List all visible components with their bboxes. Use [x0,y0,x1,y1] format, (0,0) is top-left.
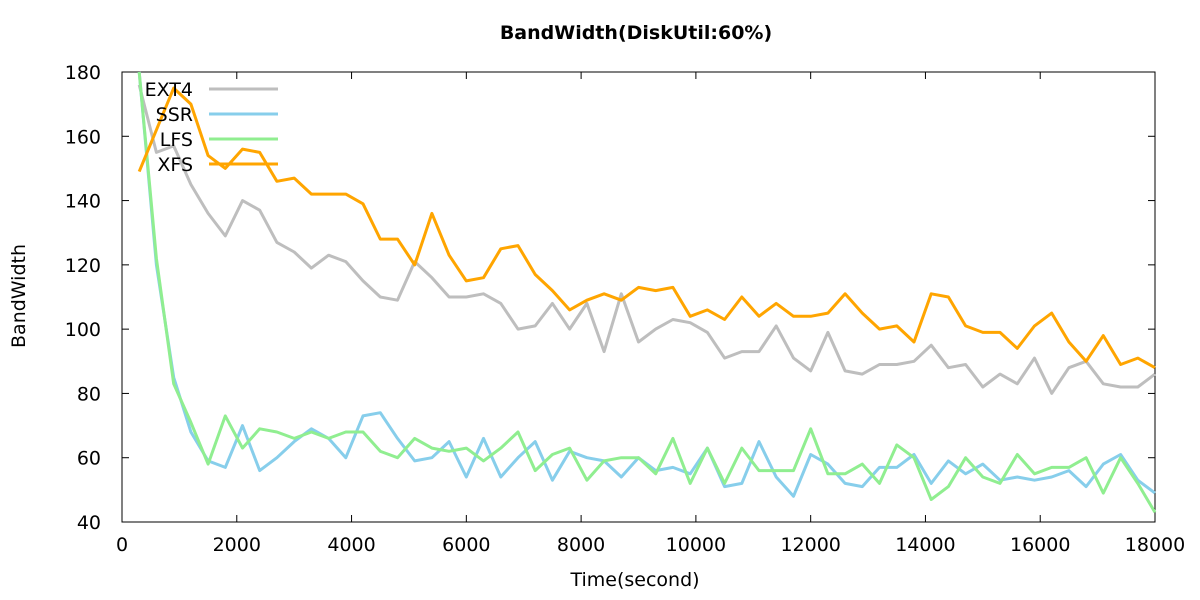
y-tick-label: 160 [65,126,101,148]
legend-label-ext4: EXT4 [145,79,193,101]
y-axis-title: BandWidth [8,244,30,348]
y-tick-label: 120 [65,255,101,277]
y-tick-label: 140 [65,191,101,213]
y-axis: 40 60 80 100 120 140 160 180 [65,62,1155,534]
y-tick-label: 180 [65,62,101,84]
y-tick-label: 80 [77,383,101,405]
x-tick-label: 6000 [442,534,490,556]
x-tick-label: 8000 [557,534,605,556]
series-line-xfs [137,86,1156,370]
y-tick-label: 40 [77,512,101,534]
x-tick-label: 2000 [213,534,261,556]
x-axis-title: Time(second) [569,569,699,591]
plot-frame [121,71,1156,523]
chart-title: BandWidth(DiskUtil:60%) [500,22,772,44]
plot-border [121,71,1156,523]
series-lines [137,71,1157,514]
legend-label-lfs: LFS [160,129,193,151]
x-tick-label: 4000 [327,534,375,556]
legend: EXT4 SSR LFS XFS [145,79,278,176]
series-line-lfs [137,71,1157,514]
x-tick-label: 18000 [1125,534,1185,556]
series-line-ext4 [137,84,1156,395]
y-tick-label: 60 [77,448,101,470]
x-tick-label: 14000 [895,534,955,556]
x-tick-label: 16000 [1010,534,1070,556]
series-line-ssr [137,71,1156,498]
x-tick-label: 0 [116,534,128,556]
x-axis: 0 2000 4000 6000 8000 10000 12000 14000 16000 180… [116,72,1185,556]
legend-label-ssr: SSR [156,104,193,126]
x-tick-label: 10000 [666,534,726,556]
x-tick-label: 12000 [780,534,840,556]
y-tick-label: 100 [65,319,101,341]
legend-label-xfs: XFS [157,154,193,176]
